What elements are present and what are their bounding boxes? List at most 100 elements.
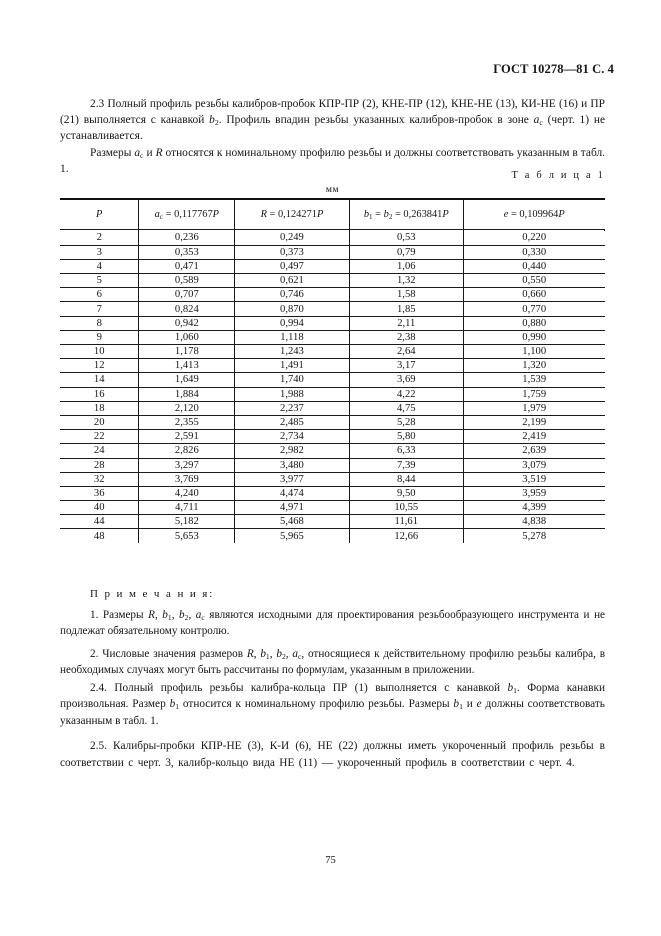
intro-paragraphs: 2.3 Полный профиль резьбы калибров-пробо…	[60, 96, 605, 177]
cell-R: 2,485	[234, 415, 350, 431]
cell-b1_b2: 4,22	[349, 387, 464, 402]
cell-P: 16	[60, 387, 140, 402]
cell-e: 0,880	[463, 316, 605, 331]
cell-R: 0,497	[234, 259, 350, 275]
cell-R: 0,870	[234, 301, 350, 317]
cell-e: 4,399	[463, 500, 605, 516]
cell-a_c: 4,711	[138, 500, 236, 516]
cell-P: 44	[60, 514, 140, 530]
cell-P: 3	[60, 245, 140, 260]
cell-R: 2,734	[234, 429, 350, 445]
cell-e: 5,278	[522, 530, 547, 542]
cell-e: 0,330	[463, 245, 605, 260]
header-double-rule	[60, 228, 606, 231]
cell-P: 36	[60, 486, 140, 502]
cell-b1_b2: 1,85	[349, 301, 464, 317]
table-number-label: Т а б л и ц а 1	[511, 170, 605, 181]
cell-R: 1,740	[234, 372, 350, 388]
cell-b1_b2: 6,33	[349, 443, 464, 459]
cell-R: 0,249	[234, 231, 350, 246]
cell-P: 18	[60, 401, 140, 416]
table-row: 24 2,826 2,982 6,33 2,639	[60, 443, 605, 459]
col-header-e: e = 0,109964P	[463, 198, 605, 230]
cell-P: 4	[60, 259, 140, 275]
col-header-ac: ac = 0,117767P	[138, 198, 236, 230]
cell-e: 2,419	[463, 429, 605, 445]
paragraph-2-5: 2.5. Калибры-пробки КПР-НЕ (3), К-И (6),…	[60, 740, 605, 769]
table-head: P ac = 0,117767P R = 0,124271P b1 = b2 =…	[60, 198, 605, 230]
cell-P: 10	[60, 344, 140, 360]
cell-R: 1,988	[234, 387, 350, 402]
cell-P: 14	[60, 372, 140, 388]
cell-R: 4,971	[234, 500, 350, 516]
cell-R: 2,237	[234, 401, 350, 416]
cell-a_c: 2,591	[138, 429, 236, 445]
table-row: 8 0,942 0,994 2,11 0,880	[60, 316, 605, 331]
cell-b1_b2: 5,28	[349, 415, 464, 431]
table-unit-label: мм	[325, 184, 340, 195]
cell-b1_b2: 3,69	[349, 372, 464, 388]
cell-a_c: 0,824	[138, 301, 236, 317]
table-row: 22 2,591 2,734 5,80 2,419	[60, 429, 605, 445]
cell-b1_b2: 1,58	[349, 287, 464, 303]
cell-a_c: 0,236	[138, 231, 236, 246]
cell-R: 0,746	[234, 287, 350, 303]
cell-P: 24	[60, 443, 140, 459]
cell-a_c: 5,653	[138, 528, 236, 544]
cell-a_c: 1,413	[138, 358, 236, 374]
cell-R: 1,491	[234, 358, 350, 374]
cell-R: 1,243	[234, 344, 350, 360]
cell-e: 3,959	[463, 486, 605, 502]
cell-b1_b2: 1,06	[349, 259, 464, 275]
table-header-row: P ac = 0,117767P R = 0,124271P b1 = b2 =…	[60, 198, 605, 230]
cell-P: 28	[60, 458, 140, 473]
cell-b1_b2: 12,66	[349, 528, 464, 544]
cell-P: 40	[60, 500, 140, 516]
cell-e: 1,979	[463, 401, 605, 416]
table-row: 4 0,471 0,497 1,06 0,440	[60, 259, 605, 275]
cell-a_c: 1,178	[138, 344, 236, 360]
cell-P: 2	[60, 231, 140, 246]
cell-a_c: 0,942	[138, 316, 236, 331]
cell-R: 5,468	[234, 514, 350, 530]
table-body: 2 0,236 0,249 0,53 0,220 3 0,353 0,373 0,79 0,330…	[60, 228, 606, 544]
cell-P: 5	[60, 273, 140, 289]
cell-P: 9	[60, 330, 140, 346]
table-row: 2 0,236 0,249 0,53 0,220	[60, 231, 605, 246]
table-row: 6 0,707 0,746 1,58 0,660	[60, 287, 605, 303]
cell-R: 5,965	[234, 528, 350, 544]
cell-b1_b2: 11,61	[349, 514, 464, 530]
table-row: 32 3,769 3,977 8,44 3,519	[60, 472, 605, 487]
cell-e: 1,320	[463, 358, 605, 374]
cell-R: 3,977	[234, 472, 350, 487]
cell-a_c: 1,649	[138, 372, 236, 388]
cell-a_c: 2,355	[138, 415, 236, 431]
cell-b1_b2: 7,39	[349, 458, 464, 473]
cell-a_c: 0,353	[138, 245, 236, 260]
cell-a_c: 0,707	[138, 287, 236, 303]
cell-b1_b2: 4,75	[349, 401, 464, 416]
cell-R: 4,474	[234, 486, 350, 502]
cell-e: 3,519	[463, 472, 605, 487]
cell-b1_b2: 3,17	[349, 358, 464, 374]
cell-R: 0,373	[234, 245, 350, 260]
table-caption-row: Т а б л и ц а 1	[60, 170, 605, 181]
table-row: 48 5,653 5,965 12,66 5,278	[60, 528, 605, 544]
table-1: P ac = 0,117767P R = 0,124271P b1 = b2 =…	[60, 198, 606, 544]
cell-R: 3,480	[234, 458, 350, 473]
note-item-2: 2. Числовые значения размеров R, b1, b2,…	[60, 648, 606, 676]
cell-e: 0,770	[463, 301, 605, 317]
cell-e: 4,838	[463, 514, 605, 530]
cell-P: 12	[60, 358, 140, 374]
table-row: 3 0,353 0,373 0,79 0,330	[60, 245, 605, 260]
cell-e: 1,759	[463, 387, 605, 402]
cell-a_c: 5,182	[138, 514, 236, 530]
cell-a_c: 3,769	[138, 472, 236, 487]
table-row: 5 0,589 0,621 1,32 0,550	[60, 273, 605, 289]
cell-R: 0,621	[234, 273, 350, 289]
cell-e: 0,220	[463, 231, 605, 246]
cell-P: 48	[60, 528, 140, 544]
cell-a_c: 4,240	[138, 486, 236, 502]
cell-e: 1,100	[463, 344, 605, 360]
cell-b1_b2: 8,44	[349, 472, 464, 487]
